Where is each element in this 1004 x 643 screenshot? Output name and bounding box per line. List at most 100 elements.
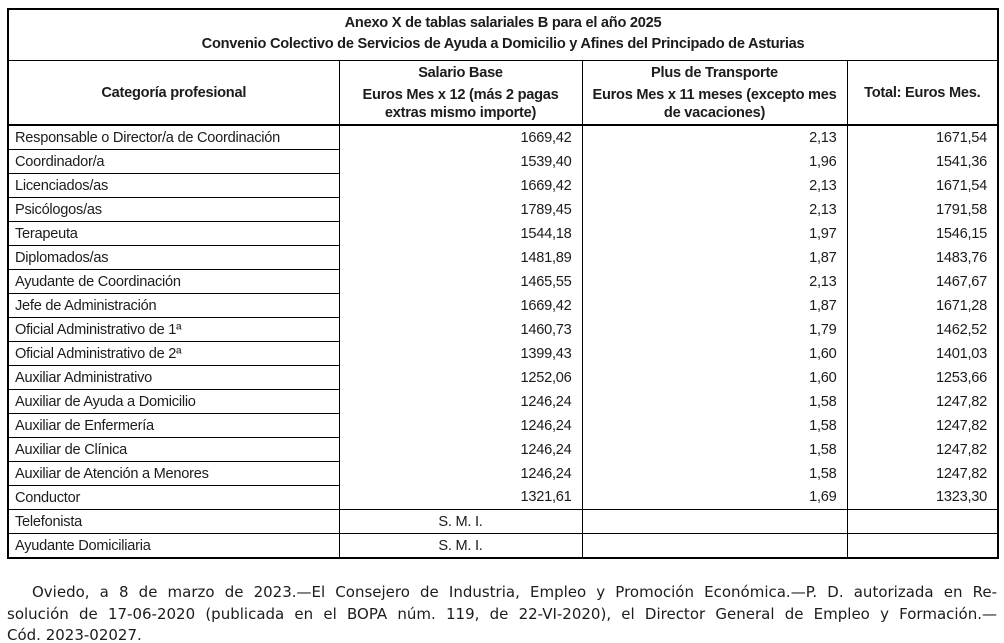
plus-transporte-cell: 1,58 [581, 389, 848, 414]
total-cell: 1247,82 [846, 389, 999, 414]
plus-transporte-cell: 1,69 [581, 485, 848, 510]
category-cell: Auxiliar de Enfermería [7, 413, 340, 438]
plus-transporte-cell: 1,58 [581, 461, 848, 486]
table-title: Anexo X de tablas salariales B para el a… [8, 9, 999, 61]
salario-base-cell: 1539,40 [338, 149, 583, 174]
category-cell: Terapeuta [7, 221, 340, 246]
total-cell: 1541,36 [846, 149, 999, 174]
plus-transporte-cell: 1,60 [581, 341, 848, 366]
col-header-categoria: Categoría profesional [7, 60, 340, 126]
total-cell: 1253,66 [846, 365, 999, 390]
salario-base-cell: S. M. I. [338, 509, 583, 534]
plus-transporte-cell: 2,13 [581, 173, 848, 198]
col-header-plus-label: Plus de Transporte [651, 64, 778, 81]
category-cell: Auxiliar de Clínica [7, 437, 340, 462]
plus-transporte-cell: 1,58 [581, 437, 848, 462]
salario-base-cell: 1460,73 [338, 317, 583, 342]
table-row: Coordinador/a 1539,40 1,96 1541,36 [7, 149, 999, 174]
category-cell: Jefe de Administración [7, 293, 340, 318]
footer-line-1: Oviedo, a 8 de marzo de 2023.—El Conseje… [32, 583, 997, 601]
footer-line-3: Cód. 2023-02027. [7, 626, 142, 643]
total-cell: 1671,28 [846, 293, 999, 318]
salario-base-cell: 1246,24 [338, 413, 583, 438]
table-row: Auxiliar de Clínica 1246,24 1,58 1247,82 [7, 437, 999, 462]
salario-base-cell: 1544,18 [338, 221, 583, 246]
total-cell: 1671,54 [846, 173, 999, 198]
salario-base-cell: 1669,42 [338, 293, 583, 318]
plus-transporte-cell: 1,79 [581, 317, 848, 342]
plus-transporte-cell: 1,97 [581, 221, 848, 246]
salario-base-cell: 1252,06 [338, 365, 583, 390]
plus-transporte-cell: 2,13 [581, 269, 848, 294]
salario-base-cell: 1246,24 [338, 437, 583, 462]
category-cell: Psicólogos/as [7, 197, 340, 222]
table-header-row: Categoría profesional Salario Base Euros… [7, 60, 999, 126]
col-header-plus-sublabel: Euros Mes x 11 meses (excepto mes de vac… [592, 86, 837, 121]
plus-transporte-cell: 1,87 [581, 293, 848, 318]
category-cell: Responsable o Director/a de Coordinación [7, 125, 340, 150]
salario-base-cell: 1669,42 [338, 173, 583, 198]
total-cell: 1247,82 [846, 437, 999, 462]
col-header-salario-base: Salario Base Euros Mes x 12 (más 2 pagas… [338, 60, 583, 126]
footer-line-2: solución de 17-06-2020 (publicada en el … [7, 604, 997, 623]
footer-paragraph: Oviedo, a 8 de marzo de 2023.—El Conseje… [7, 582, 997, 643]
category-cell: Auxiliar de Ayuda a Domicilio [7, 389, 340, 414]
plus-transporte-cell: 1,60 [581, 365, 848, 390]
table-row: Auxiliar de Enfermería 1246,24 1,58 1247,82 [7, 413, 999, 438]
table-row: Diplomados/as 1481,89 1,87 1483,76 [7, 245, 999, 270]
total-cell: 1791,58 [846, 197, 999, 222]
category-cell: Ayudante Domiciliaria [7, 533, 340, 559]
salario-base-cell: 1399,43 [338, 341, 583, 366]
total-cell: 1546,15 [846, 221, 999, 246]
total-cell: 1247,82 [846, 413, 999, 438]
total-cell [846, 509, 999, 534]
category-cell: Conductor [7, 485, 340, 510]
table-row: Ayudante Domiciliaria S. M. I. [7, 533, 999, 559]
table-row: Responsable o Director/a de Coordinación… [7, 125, 999, 150]
table-row: Oficial Administrativo de 2ª 1399,43 1,60 1… [7, 341, 999, 366]
category-cell: Diplomados/as [7, 245, 340, 270]
salario-base-cell: S. M. I. [338, 533, 583, 559]
table-row: Psicólogos/as 1789,45 2,13 1791,58 [7, 197, 999, 222]
salario-base-cell: 1789,45 [338, 197, 583, 222]
col-header-total: Total: Euros Mes. [846, 60, 999, 126]
table-row: Auxiliar de Ayuda a Domicilio 1246,24 1,58… [7, 389, 999, 414]
total-cell: 1323,30 [846, 485, 999, 510]
table-title-line1: Anexo X de tablas salariales B para el a… [344, 15, 662, 31]
col-header-salario-label: Salario Base [418, 64, 503, 81]
category-cell: Auxiliar Administrativo [7, 365, 340, 390]
plus-transporte-cell [581, 509, 848, 534]
table-row: Jefe de Administración 1669,42 1,87 1671,28 [7, 293, 999, 318]
plus-transporte-cell: 1,87 [581, 245, 848, 270]
col-header-salario-sublabel: Euros Mes x 12 (más 2 pagas extras mismo… [362, 86, 559, 121]
total-cell: 1671,54 [846, 125, 999, 150]
total-cell: 1462,52 [846, 317, 999, 342]
plus-transporte-cell: 2,13 [581, 197, 848, 222]
salario-base-cell: 1465,55 [338, 269, 583, 294]
category-cell: Coordinador/a [7, 149, 340, 174]
table-title-row: Anexo X de tablas salariales B para el a… [8, 9, 999, 61]
category-cell: Oficial Administrativo de 2ª [7, 341, 340, 366]
category-cell: Ayudante de Coordinación [7, 269, 340, 294]
total-cell: 1467,67 [846, 269, 999, 294]
col-header-plus-transporte: Plus de Transporte Euros Mes x 11 meses … [581, 60, 848, 126]
table-row: Oficial Administrativo de 1ª 1460,73 1,79 1… [7, 317, 999, 342]
salario-base-cell: 1481,89 [338, 245, 583, 270]
plus-transporte-cell: 2,13 [581, 125, 848, 150]
table-row: Ayudante de Coordinación 1465,55 2,13 1467,… [7, 269, 999, 294]
table-row: Telefonista S. M. I. [7, 509, 999, 534]
salario-base-cell: 1669,42 [338, 125, 583, 150]
col-header-categoria-label: Categoría profesional [101, 84, 247, 101]
total-cell: 1401,03 [846, 341, 999, 366]
table-title-line2: Convenio Colectivo de Servicios de Ayuda… [201, 36, 805, 52]
table-row: Auxiliar de Atención a Menores 1246,24 1,5… [7, 461, 999, 486]
category-cell: Auxiliar de Atención a Menores [7, 461, 340, 486]
salario-base-cell: 1246,24 [338, 461, 583, 486]
salary-table: Anexo X de tablas salariales B para el a… [7, 8, 1000, 559]
table-row: Terapeuta 1544,18 1,97 1546,15 [7, 221, 999, 246]
total-cell: 1247,82 [846, 461, 999, 486]
plus-transporte-cell [581, 533, 848, 559]
salario-base-cell: 1321,61 [338, 485, 583, 510]
plus-transporte-cell: 1,96 [581, 149, 848, 174]
